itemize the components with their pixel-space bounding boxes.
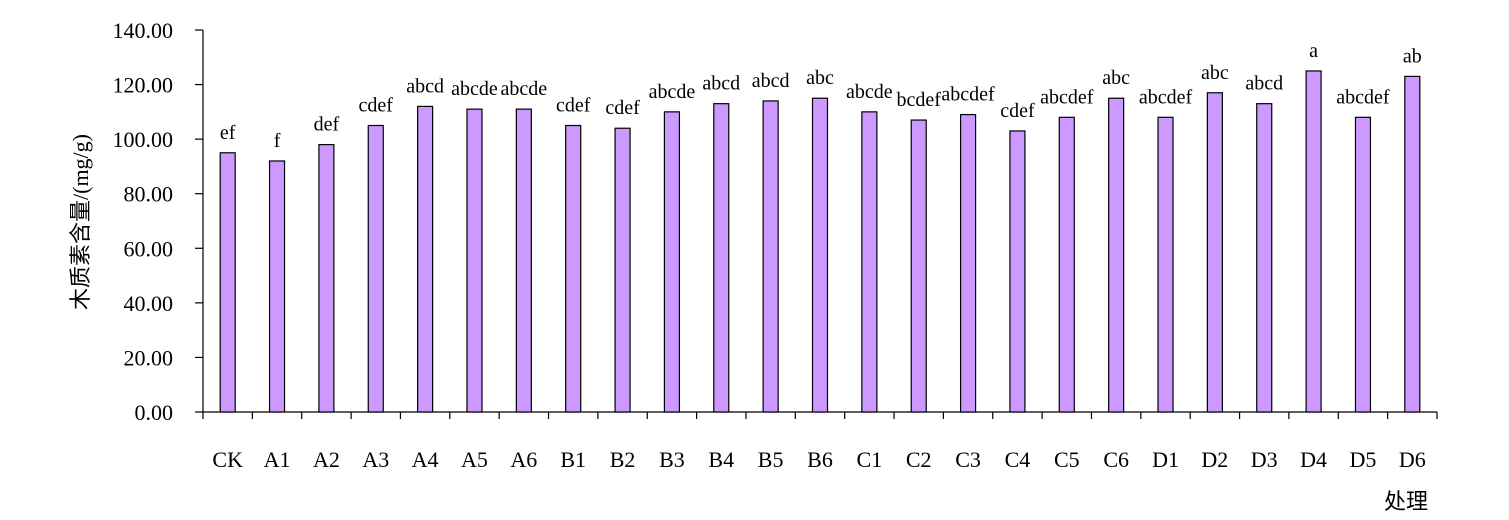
bar-C1 — [861, 111, 878, 413]
bar-C4 — [1009, 130, 1026, 413]
significance-label-C5: abcdef — [1040, 86, 1094, 108]
y-tick-label: 40.00 — [124, 291, 174, 316]
significance-label-C4: cdef — [1000, 100, 1035, 122]
significance-label-CK: ef — [220, 122, 236, 144]
category-label-B4: B4 — [708, 447, 734, 472]
significance-label-D1: abcdef — [1139, 86, 1193, 108]
significance-label-B4: abcd — [702, 73, 740, 95]
bar-D5 — [1354, 116, 1372, 413]
significance-label-D4: a — [1309, 40, 1318, 62]
bar-D3 — [1256, 103, 1273, 413]
y-tick-label: 120.00 — [113, 73, 174, 98]
category-label-D1: D1 — [1152, 447, 1179, 472]
bar-A2 — [318, 144, 335, 413]
significance-label-A4: abcd — [406, 75, 444, 97]
significance-label-B1: cdef — [556, 95, 591, 117]
y-tick-label: 60.00 — [124, 236, 174, 261]
bars — [219, 70, 1421, 413]
bar-C5 — [1058, 116, 1075, 413]
significance-label-D5: abcdef — [1336, 86, 1390, 108]
bar-D2 — [1206, 92, 1223, 413]
bar-C3 — [959, 113, 977, 413]
category-label-B6: B6 — [807, 447, 833, 472]
category-label-C1: C1 — [857, 447, 883, 472]
category-label-A5: A5 — [461, 447, 488, 472]
category-label-A6: A6 — [510, 447, 537, 472]
bar-B1 — [565, 124, 582, 413]
significance-label-A1: f — [274, 130, 281, 152]
category-label-B1: B1 — [560, 447, 586, 472]
bar-A1 — [268, 160, 286, 413]
bar-B3 — [663, 111, 681, 413]
y-tick-label: 140.00 — [113, 18, 174, 43]
category-label-D3: D3 — [1251, 447, 1278, 472]
bar-B4 — [713, 103, 730, 413]
significance-label-C6: abc — [1102, 67, 1130, 89]
significance-label-A6: abcde — [501, 78, 548, 100]
category-label-A4: A4 — [412, 447, 439, 472]
y-tick-label: 0.00 — [135, 400, 174, 425]
significance-label-B2: cdef — [605, 97, 640, 119]
significance-label-D6: ab — [1403, 45, 1422, 67]
significance-label-D3: abcd — [1245, 73, 1283, 95]
bar-D1 — [1157, 116, 1174, 413]
y-axis: 0.00 20.00 40.00 60.00 80.00 100.00 120.00 140.… — [113, 18, 204, 425]
bar-D6 — [1404, 75, 1421, 413]
bar-B5 — [762, 100, 779, 413]
significance-label-C2: bcdef — [897, 89, 942, 111]
significance-label-A5: abcde — [451, 78, 498, 100]
category-label-A2: A2 — [313, 447, 340, 472]
y-tick-label: 20.00 — [124, 345, 174, 370]
category-label-D5: D5 — [1350, 447, 1377, 472]
bar-C6 — [1108, 97, 1125, 413]
category-label-D4: D4 — [1300, 447, 1327, 472]
significance-label-B6: abc — [806, 67, 834, 89]
x-axis — [202, 411, 1438, 419]
y-axis-title: 木质素含量/(mg/g) — [68, 134, 93, 310]
y-tick-label: 80.00 — [124, 182, 174, 207]
bar-D4 — [1305, 70, 1322, 413]
category-label-B5: B5 — [758, 447, 784, 472]
y-tick-label: 100.00 — [113, 127, 174, 152]
bar-A6 — [515, 108, 532, 413]
category-label-B2: B2 — [610, 447, 636, 472]
significance-label-C3: abcdef — [941, 84, 995, 106]
bar-A3 — [367, 124, 384, 413]
category-label-CK: CK — [212, 447, 243, 472]
category-label-C3: C3 — [955, 447, 981, 472]
bar-C2 — [910, 119, 927, 413]
category-label-D2: D2 — [1201, 447, 1228, 472]
category-label-A1: A1 — [264, 447, 291, 472]
category-label-A3: A3 — [362, 447, 389, 472]
significance-label-B5: abcd — [752, 70, 790, 92]
category-label-C2: C2 — [906, 447, 932, 472]
category-label-C5: C5 — [1054, 447, 1080, 472]
bar-B6 — [811, 97, 829, 413]
bar-A5 — [466, 108, 483, 413]
x-axis-title: 处理 — [1384, 489, 1428, 514]
significance-label-D2: abc — [1201, 62, 1229, 84]
category-labels: CK A1 A2 A3 A4 A5 A6 B1 B2 B3 B4 B5 B6 C1 C2 C3 C4 C5 C6 D1… — [212, 447, 1425, 472]
bar-CK — [219, 152, 236, 413]
category-label-B3: B3 — [659, 447, 685, 472]
bar-B2 — [614, 127, 631, 413]
category-label-C6: C6 — [1103, 447, 1129, 472]
significance-label-A3: cdef — [359, 95, 394, 117]
category-label-C4: C4 — [1005, 447, 1031, 472]
significance-label-C1: abcde — [846, 81, 893, 103]
significance-label-B3: abcde — [649, 81, 696, 103]
bar-A4 — [417, 105, 434, 413]
category-label-D6: D6 — [1399, 447, 1426, 472]
significance-label-A2: def — [314, 114, 340, 136]
